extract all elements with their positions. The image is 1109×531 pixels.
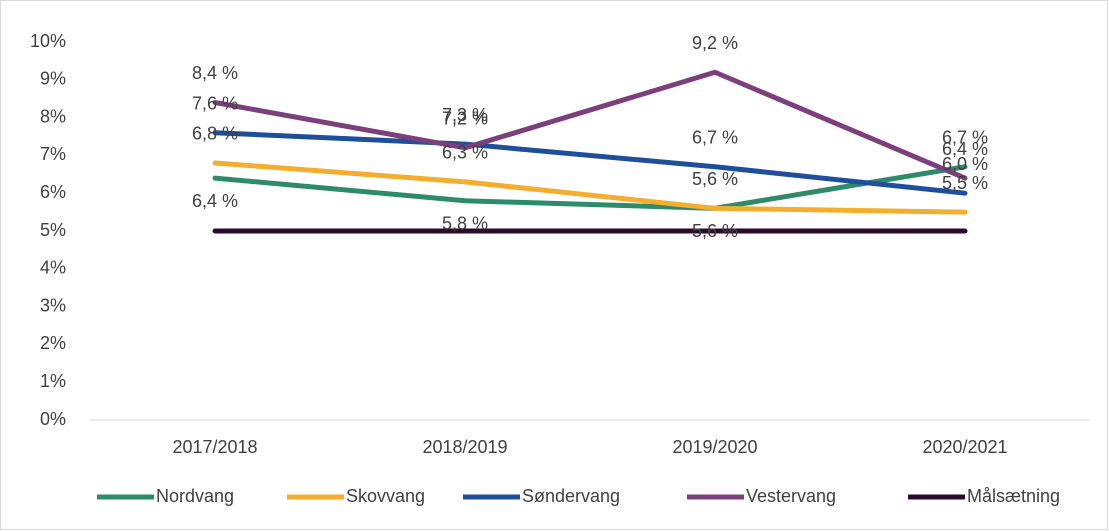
data-label: 7,3 % — [442, 105, 488, 125]
data-label: 8,4 % — [192, 63, 238, 83]
legend-label: Skovvang — [346, 486, 425, 506]
data-label: 6,4 % — [942, 139, 988, 159]
data-label: 6,7 % — [942, 127, 988, 147]
data-label: 5,5 % — [942, 173, 988, 193]
data-label: 6,3 % — [442, 143, 488, 163]
y-tick-label: 0% — [40, 409, 66, 429]
legend-label: Søndervang — [522, 486, 620, 506]
y-tick-label: 2% — [40, 333, 66, 353]
y-tick-label: 3% — [40, 295, 66, 315]
legend-label: Nordvang — [156, 486, 234, 506]
y-tick-label: 10% — [30, 31, 66, 51]
x-tick-label: 2018/2019 — [422, 437, 507, 457]
y-tick-label: 7% — [40, 144, 66, 164]
data-label: 9,2 % — [692, 33, 738, 53]
x-tick-label: 2017/2018 — [172, 437, 257, 457]
y-tick-label: 4% — [40, 258, 66, 278]
y-tick-label: 6% — [40, 182, 66, 202]
y-tick-label: 5% — [40, 220, 66, 240]
series-line — [212, 130, 968, 196]
data-label: 5,6 % — [692, 221, 738, 241]
series-line — [212, 164, 968, 211]
data-label: 7,2 % — [442, 109, 488, 129]
x-tick-label: 2020/2021 — [922, 437, 1007, 457]
y-tick-label: 8% — [40, 106, 66, 126]
y-tick-label: 1% — [40, 371, 66, 391]
data-label: 5,8 % — [442, 214, 488, 234]
series-line — [212, 69, 968, 181]
data-label: 6,8 % — [192, 124, 238, 144]
data-label: 7,6 % — [192, 93, 238, 113]
series-line — [212, 160, 968, 215]
x-tick-label: 2019/2020 — [672, 437, 757, 457]
y-tick-label: 9% — [40, 69, 66, 89]
legend-label: Målsætning — [967, 486, 1060, 506]
data-label: 6,7 % — [692, 127, 738, 147]
data-label: 6,4 % — [192, 191, 238, 211]
legend-label: Vestervang — [746, 486, 836, 506]
data-label: 5,6 % — [692, 169, 738, 189]
data-label: 6,0 % — [942, 154, 988, 174]
